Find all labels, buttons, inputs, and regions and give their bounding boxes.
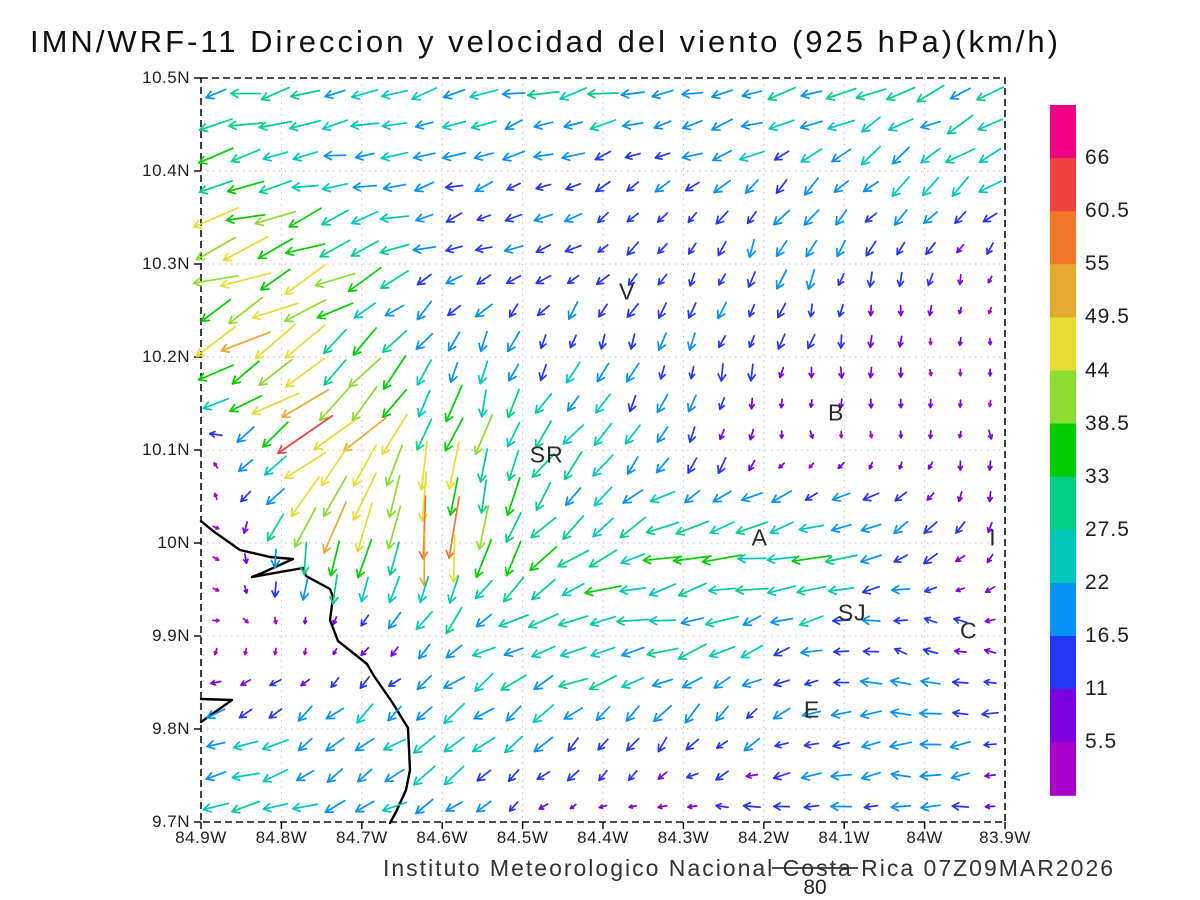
city-label: SR (529, 441, 564, 468)
wind-vectors-layer (192, 84, 1005, 815)
colorbar-tick-label: 11 (1085, 677, 1109, 701)
city-label: C (960, 617, 978, 644)
x-axis-tick-label: 84.8W (255, 828, 308, 847)
colorbar (1050, 105, 1076, 796)
y-axis-tick-label: 10.1N (142, 440, 190, 459)
colorbar-tick-label: 33 (1085, 464, 1111, 488)
y-axis-tick-label: 10.2N (142, 347, 190, 366)
coastline (199, 519, 412, 825)
x-axis-tick-label: 84.2W (737, 828, 790, 847)
grid-lines (201, 78, 1005, 822)
y-axis-tick-label: 10.4N (142, 161, 190, 180)
x-axis-tick-label: 84.3W (657, 828, 710, 847)
y-axis-tick-label: 9.8N (152, 719, 190, 738)
chart-title: IMN/WRF-11 Direccion y velocidad del vie… (30, 24, 1061, 59)
city-label: E (803, 696, 821, 723)
x-axis-tick-label: 84.6W (416, 828, 469, 847)
colorbar-tick-label: 38.5 (1085, 411, 1130, 435)
y-axis-tick-label: 9.7N (152, 812, 190, 831)
colorbar-tick-label: 22 (1085, 570, 1111, 594)
colorbar-tick-label: 44 (1085, 358, 1111, 382)
city-label: B (827, 399, 845, 426)
colorbar-tick-label: 55 (1085, 252, 1111, 276)
colorbar-tick-label: 66 (1085, 146, 1111, 170)
x-axis-tick-label: 84.9W (175, 828, 227, 847)
y-axis-tick-label: 10N (157, 533, 190, 552)
colorbar-tick-label: 5.5 (1085, 730, 1118, 754)
x-axis-tick-label: 83.9W (979, 828, 1031, 847)
x-axis-tick-label: 84.7W (335, 828, 388, 847)
x-axis-tick-label: 84.5W (496, 828, 549, 847)
colorbar-tick-label: 27.5 (1085, 517, 1130, 541)
city-label: SJ (837, 599, 867, 626)
y-axis-tick-label: 9.9N (152, 626, 190, 645)
credit-text: Instituto Meteorologico Nacional Costa R… (383, 855, 1116, 881)
y-axis-tick-label: 10.5N (142, 68, 190, 87)
x-axis-tick-label: 84.4W (577, 828, 629, 847)
axis-ticks (194, 77, 1006, 829)
x-axis-tick-label: 84.1W (818, 828, 871, 847)
city-label: I (989, 524, 997, 551)
y-axis-tick-label: 10.3N (142, 254, 190, 273)
colorbar-tick-label: 60.5 (1085, 199, 1130, 223)
colorbar-tick-label: 49.5 (1085, 305, 1130, 329)
x-axis-tick-label: 84W (906, 828, 943, 847)
colorbar-tick-label: 16.5 (1085, 624, 1130, 647)
city-label: V (618, 278, 636, 305)
reference-vector-label: 80 (803, 876, 827, 899)
city-label: A (751, 524, 768, 551)
